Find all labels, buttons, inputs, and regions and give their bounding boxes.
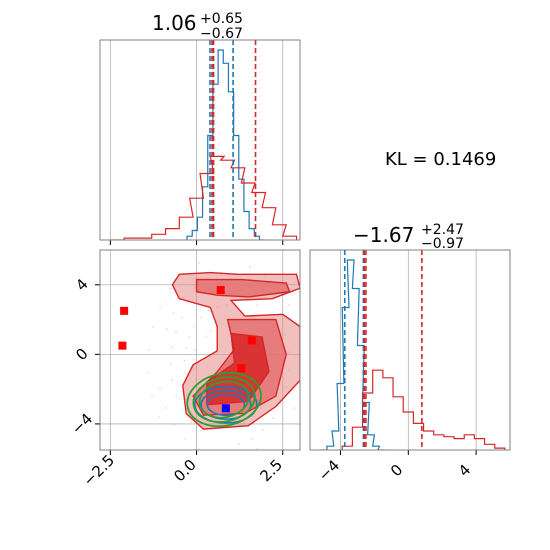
param2-hist-xtick-label: 4 — [455, 461, 474, 480]
sample-point — [175, 394, 178, 397]
sample-point — [147, 371, 150, 374]
sample-point — [301, 365, 303, 367]
red-marker-1 — [120, 306, 129, 315]
sample-point — [199, 316, 203, 319]
param1-hist-series-1 — [110, 155, 298, 240]
param1-title: 1.06 — [152, 11, 197, 35]
sample-point — [165, 328, 168, 331]
sample-point — [172, 311, 175, 314]
sample-point — [164, 406, 167, 409]
sample-point — [157, 415, 160, 418]
sample-point — [200, 429, 203, 432]
sample-point — [209, 329, 212, 332]
sample-point — [190, 420, 193, 423]
sample-point — [193, 348, 197, 352]
sample-point — [248, 265, 252, 269]
green-contour-1 — [192, 376, 256, 423]
joint-contour-xtick-label: −2.5 — [80, 451, 118, 489]
sample-point — [293, 407, 296, 410]
joint-contour-panel: −4 0 4 −2.5 0.0 2.5 — [68, 249, 303, 490]
red-marker-3 — [247, 336, 256, 345]
param2-hist-series-1 — [341, 369, 506, 450]
green-contour-2 — [198, 380, 250, 419]
sample-point — [272, 416, 275, 420]
red-marker-2 — [118, 341, 127, 350]
sample-point — [173, 423, 176, 426]
sample-point — [279, 402, 282, 405]
sample-point — [151, 326, 154, 329]
blue-contour-1 — [200, 389, 252, 420]
sample-point — [192, 358, 195, 361]
sample-point — [183, 359, 186, 362]
param1-title-lower: −0.67 — [200, 26, 243, 42]
param1-hist-panel — [99, 39, 301, 245]
param2-hist-panel: −4 0 4 — [309, 249, 511, 485]
param2-hist-frame — [309, 249, 511, 451]
sample-point — [158, 387, 162, 391]
sample-point — [262, 428, 265, 432]
sample-point — [181, 316, 184, 319]
red-marker-4 — [237, 364, 246, 373]
sample-point — [150, 394, 153, 397]
param2-title-upper: +2.47 — [421, 222, 464, 238]
joint-contour-xtick-label: 0.0 — [170, 456, 200, 486]
sample-point — [171, 346, 174, 349]
blue-marker — [221, 404, 230, 413]
sample-point — [287, 303, 290, 306]
param2-title: −1.67 — [353, 223, 414, 247]
sample-point — [193, 325, 196, 328]
param2-title-lower: −0.97 — [421, 236, 464, 252]
sample-point — [204, 335, 208, 338]
sample-point — [212, 454, 214, 456]
param1-title-upper: +0.65 — [200, 11, 243, 27]
joint-contour-frame — [99, 249, 301, 451]
sample-point — [159, 305, 162, 308]
green-contour-0 — [186, 371, 262, 428]
param1-hist-plot-area — [109, 40, 298, 240]
sample-point — [174, 330, 178, 333]
sample-point — [169, 287, 172, 290]
sample-point — [256, 447, 259, 450]
param1-hist-frame — [99, 39, 301, 241]
param2-hist-plot-area — [320, 250, 506, 450]
joint-contour-xtick-label: 2.5 — [256, 456, 286, 486]
sample-point — [198, 262, 201, 265]
sample-point — [184, 372, 187, 375]
sample-point — [184, 437, 187, 440]
blue-contour-0 — [194, 385, 258, 424]
sample-point — [207, 309, 211, 312]
sample-point — [238, 442, 241, 446]
sample-point — [184, 347, 188, 350]
param1-hist-series-0 — [186, 49, 265, 240]
param2-hist-xtick-label: −4 — [315, 456, 343, 484]
sample-point — [188, 335, 191, 338]
contour-ytick-label: 0 — [72, 345, 91, 364]
sample-point — [256, 304, 259, 307]
kl-label: KL = 0.1469 — [385, 149, 496, 170]
sample-point — [169, 362, 172, 365]
blue-contour-2 — [206, 393, 246, 417]
sample-point — [250, 437, 253, 440]
contour-ytick-label: −4 — [68, 410, 96, 438]
red-marker-0 — [216, 286, 225, 294]
param2-hist-series-0 — [320, 259, 385, 450]
joint-contour-plot-area — [100, 250, 303, 459]
sample-point — [242, 454, 244, 456]
contour-ytick-label: 4 — [72, 275, 91, 294]
sample-point — [227, 457, 229, 459]
param2-hist-xtick-label: 0 — [387, 461, 406, 480]
sample-point — [147, 348, 150, 351]
sample-point — [181, 408, 184, 411]
sample-point — [171, 379, 174, 382]
